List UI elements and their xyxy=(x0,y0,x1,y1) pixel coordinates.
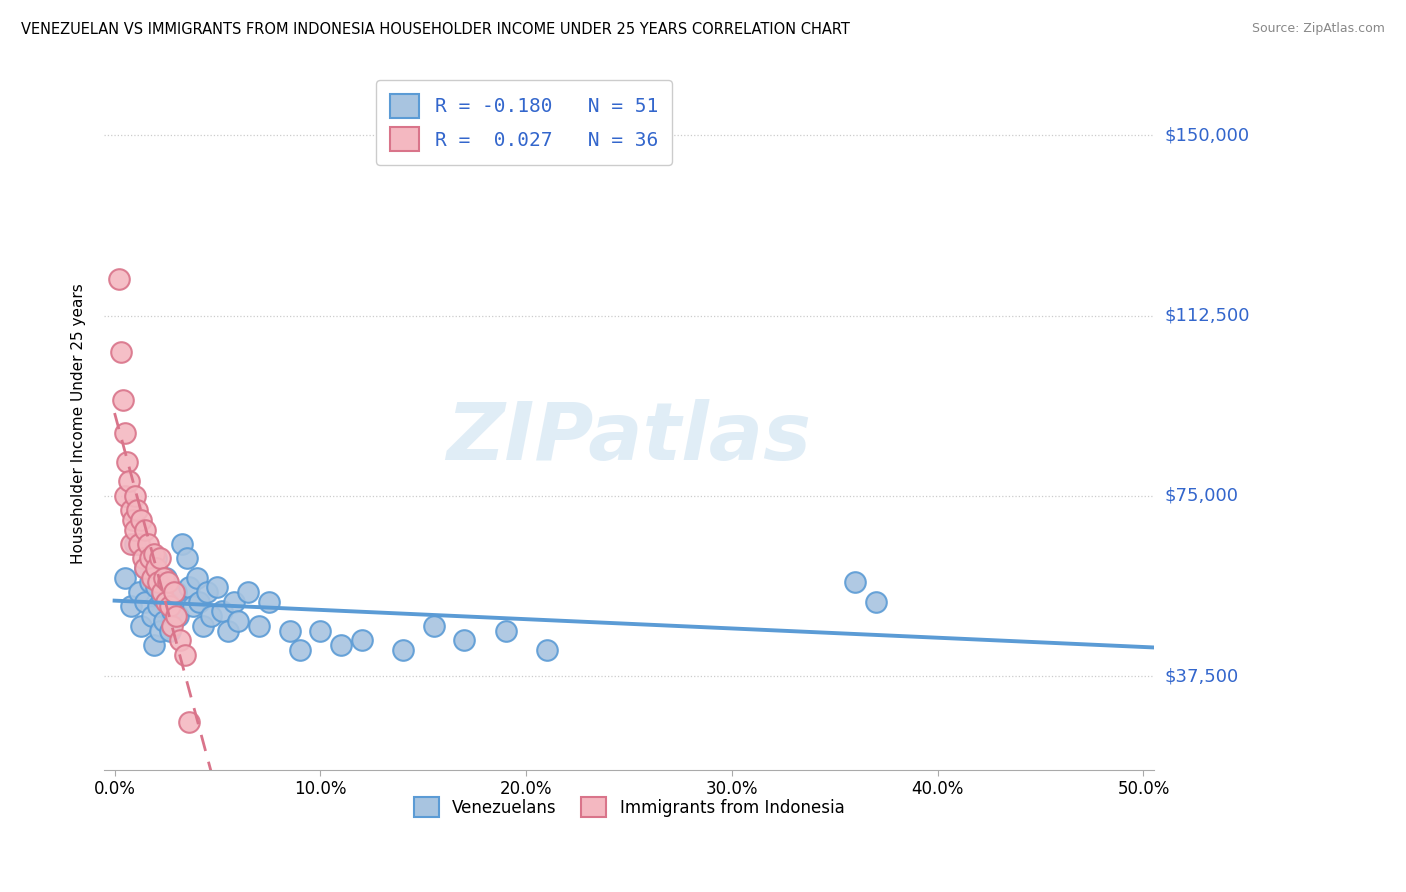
Point xyxy=(177,714,200,729)
Point xyxy=(134,595,156,609)
Point xyxy=(153,571,176,585)
Point xyxy=(157,575,180,590)
Point xyxy=(177,580,200,594)
Point xyxy=(145,580,167,594)
Point xyxy=(195,585,218,599)
Point xyxy=(159,624,181,638)
Point xyxy=(136,537,159,551)
Point xyxy=(124,537,146,551)
Point xyxy=(226,614,249,628)
Point xyxy=(127,503,149,517)
Point xyxy=(422,618,444,632)
Point xyxy=(142,638,165,652)
Point xyxy=(191,618,214,632)
Point xyxy=(128,585,150,599)
Point xyxy=(120,537,142,551)
Point xyxy=(238,585,260,599)
Y-axis label: Householder Income Under 25 years: Householder Income Under 25 years xyxy=(72,284,86,564)
Text: VENEZUELAN VS IMMIGRANTS FROM INDONESIA HOUSEHOLDER INCOME UNDER 25 YEARS CORREL: VENEZUELAN VS IMMIGRANTS FROM INDONESIA … xyxy=(21,22,851,37)
Point xyxy=(536,642,558,657)
Point xyxy=(329,638,352,652)
Point xyxy=(146,599,169,614)
Point xyxy=(222,595,245,609)
Point xyxy=(163,585,186,599)
Point xyxy=(169,633,191,648)
Point xyxy=(115,455,138,469)
Point xyxy=(211,604,233,618)
Point xyxy=(155,595,177,609)
Point xyxy=(120,503,142,517)
Point xyxy=(160,618,183,632)
Point xyxy=(165,609,187,624)
Point xyxy=(122,513,145,527)
Text: $37,500: $37,500 xyxy=(1166,667,1239,685)
Point xyxy=(159,599,181,614)
Point xyxy=(167,609,190,624)
Point xyxy=(124,489,146,503)
Point xyxy=(186,571,208,585)
Point xyxy=(134,523,156,537)
Point xyxy=(150,585,173,599)
Text: Source: ZipAtlas.com: Source: ZipAtlas.com xyxy=(1251,22,1385,36)
Point xyxy=(114,571,136,585)
Point xyxy=(157,595,180,609)
Point xyxy=(288,642,311,657)
Point xyxy=(149,551,172,566)
Point xyxy=(453,633,475,648)
Point xyxy=(247,618,270,632)
Point xyxy=(146,575,169,590)
Point xyxy=(350,633,373,648)
Point xyxy=(172,537,194,551)
Point xyxy=(138,575,160,590)
Point xyxy=(495,624,517,638)
Point xyxy=(145,551,167,566)
Point xyxy=(165,585,187,599)
Text: $75,000: $75,000 xyxy=(1166,487,1239,505)
Point xyxy=(217,624,239,638)
Point xyxy=(149,624,172,638)
Point xyxy=(141,609,163,624)
Point xyxy=(278,624,301,638)
Point xyxy=(145,561,167,575)
Point xyxy=(138,551,160,566)
Point xyxy=(111,392,134,407)
Point xyxy=(309,624,332,638)
Point xyxy=(128,537,150,551)
Point xyxy=(153,614,176,628)
Point xyxy=(107,272,129,286)
Point xyxy=(141,571,163,585)
Point xyxy=(200,609,222,624)
Point xyxy=(110,344,132,359)
Point xyxy=(134,561,156,575)
Point xyxy=(134,561,156,575)
Point xyxy=(173,648,195,662)
Point xyxy=(181,599,204,614)
Text: $112,500: $112,500 xyxy=(1166,307,1250,325)
Text: $150,000: $150,000 xyxy=(1166,126,1250,145)
Point xyxy=(124,523,146,537)
Point xyxy=(114,489,136,503)
Point xyxy=(155,571,177,585)
Point xyxy=(844,575,866,590)
Legend: Venezuelans, Immigrants from Indonesia: Venezuelans, Immigrants from Indonesia xyxy=(406,790,851,824)
Point xyxy=(257,595,280,609)
Point xyxy=(160,604,183,618)
Point xyxy=(131,618,153,632)
Point xyxy=(131,513,153,527)
Text: ZIPatlas: ZIPatlas xyxy=(447,399,811,476)
Point xyxy=(114,426,136,441)
Point xyxy=(207,580,229,594)
Point xyxy=(188,595,211,609)
Point xyxy=(865,595,887,609)
Point xyxy=(120,599,142,614)
Point xyxy=(118,475,141,489)
Point xyxy=(142,547,165,561)
Point xyxy=(391,642,413,657)
Point xyxy=(150,590,173,604)
Point xyxy=(132,551,155,566)
Point xyxy=(176,551,198,566)
